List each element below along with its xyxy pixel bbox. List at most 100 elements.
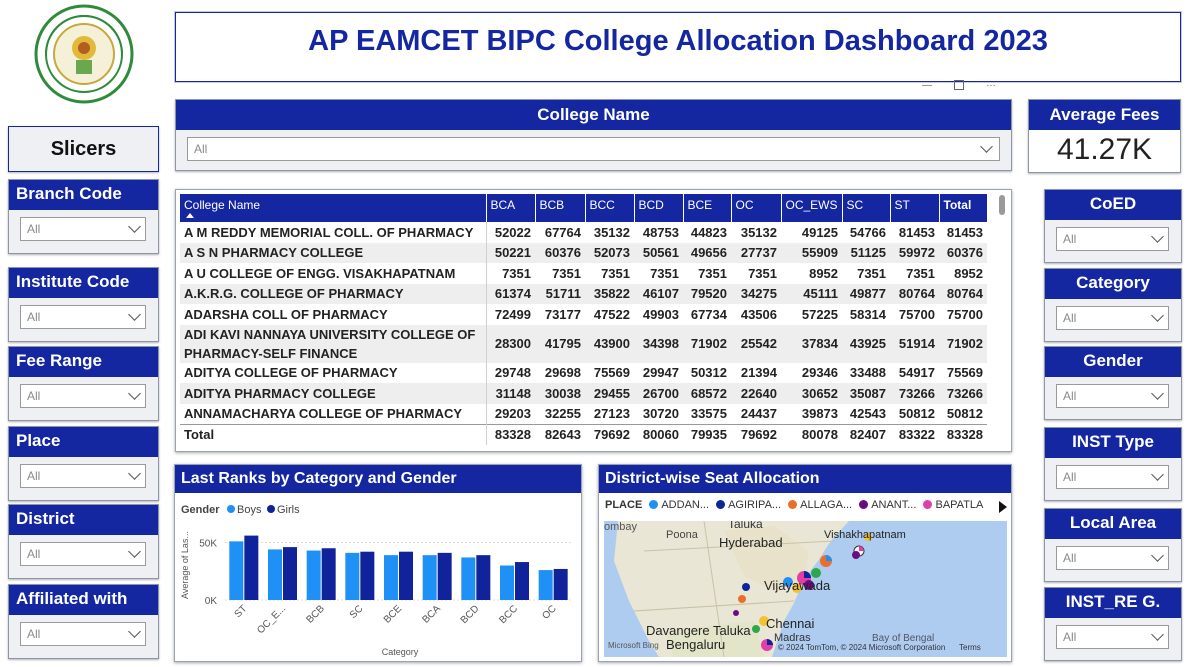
table-row[interactable]: A S N PHARMACY COLLEGE 50221 60376 52073 505…: [180, 242, 988, 263]
x-tick-label: OC_E...: [255, 603, 288, 636]
chevron-down-icon: [128, 220, 141, 233]
rank-cell: 33575: [690, 406, 727, 421]
table-scrollbar[interactable]: [999, 195, 1005, 215]
chevron-down-icon: [128, 545, 141, 558]
column-header-sc[interactable]: SC: [842, 194, 891, 222]
coed-dropdown[interactable]: All: [1056, 227, 1169, 251]
gender-label: Gender: [1045, 347, 1181, 377]
rank-cell: 75569: [593, 365, 630, 381]
rank-cell: 43506: [740, 306, 777, 322]
bar-boys: [422, 555, 437, 600]
inst-reg-dropdown[interactable]: All: [1056, 625, 1169, 649]
focus-mode-icon[interactable]: [954, 80, 964, 90]
local-area-slicer: Local Area All: [1044, 508, 1182, 582]
average-fees-value: 41.27K: [1056, 133, 1153, 166]
rank-cell: 35087: [842, 383, 891, 404]
column-header-bcd[interactable]: BCD: [634, 194, 684, 222]
column-header-st[interactable]: ST: [890, 194, 940, 222]
bar-girls: [360, 551, 375, 600]
rank-cell: 51125: [842, 242, 891, 263]
total-cell: 79935: [683, 423, 731, 445]
institute-code-dropdown[interactable]: All: [20, 305, 146, 329]
table-row[interactable]: A M REDDY MEMORIAL COLL. OF PHARMACY 5202…: [180, 222, 987, 243]
category-dropdown[interactable]: All: [1056, 306, 1169, 330]
chevron-down-icon: [1151, 387, 1164, 400]
table-row[interactable]: A.K.R.G. COLLEGE OF PHARMACY 61374 51711 35…: [180, 283, 988, 304]
rank-cell: 35132: [740, 224, 777, 240]
rank-cell: 49903: [642, 306, 679, 322]
x-tick-label: BCB: [304, 603, 327, 626]
column-header-bca[interactable]: BCA: [486, 194, 536, 222]
map-canvas[interactable]: ombay Taluka Poona Hyderabad Vishakhapat…: [604, 521, 1007, 657]
column-header-oc[interactable]: OC: [731, 194, 782, 222]
x-axis-label: Category: [382, 647, 419, 657]
fee-range-dropdown[interactable]: All: [20, 384, 146, 408]
table-row[interactable]: ADITYA COLLEGE OF PHARMACY 29748 29698 7556…: [180, 362, 987, 383]
rank-cell: 79520: [683, 283, 731, 304]
table-row[interactable]: ADARSHA COLL OF PHARMACY 72499 73177 47522 4…: [180, 304, 987, 325]
rank-cell: 34275: [731, 283, 781, 304]
rank-cell: 25542: [731, 324, 781, 363]
average-fees-label: Average Fees: [1029, 100, 1180, 130]
rank-cell: 58314: [849, 306, 887, 322]
map-attribution: © 2024 TomTom, © 2024 Microsoft Corporat…: [778, 643, 946, 652]
x-tick-label: ST: [233, 603, 250, 620]
filter-icon[interactable]: —: [922, 80, 932, 91]
total-cell: 82407: [842, 423, 891, 445]
column-header-oc-ews[interactable]: OC_EWS: [781, 194, 843, 222]
column-header-college-name[interactable]: College Name: [180, 194, 487, 222]
rank-cell: 43925: [842, 324, 891, 363]
legend-item-place[interactable]: ALLAGA...: [788, 499, 852, 511]
college-name-cell: ADARSHA COLL OF PHARMACY: [180, 304, 487, 325]
legend-item-place[interactable]: ADDAN...: [649, 499, 709, 511]
bar-boys: [461, 557, 476, 600]
branch-code-dropdown[interactable]: All: [20, 217, 146, 241]
table-row[interactable]: ADI KAVI NANNAYA UNIVERSITY COLLEGE OF P…: [180, 324, 988, 363]
inst-type-dropdown[interactable]: All: [1056, 465, 1169, 489]
map-label: Poona: [666, 529, 698, 541]
place-dropdown[interactable]: All: [20, 464, 146, 488]
column-header-bce[interactable]: BCE: [683, 194, 732, 222]
table-row[interactable]: ADITYA PHARMACY COLLEGE 31148 30038 29455 26…: [180, 383, 988, 404]
map-label: Madras: [774, 632, 811, 644]
visual-header-icons[interactable]: — …: [922, 78, 1004, 94]
place-slicer: Place All: [8, 426, 159, 501]
inst-type-label: INST Type: [1045, 428, 1181, 458]
gender-dropdown[interactable]: All: [1056, 384, 1169, 408]
bar-girls: [283, 547, 297, 600]
more-options-icon[interactable]: …: [986, 78, 996, 89]
rank-cell: 80764: [890, 283, 940, 304]
sort-ascending-icon: [186, 213, 194, 218]
chevron-down-icon: [128, 625, 141, 638]
legend-item-place[interactable]: AGIRIPA...: [716, 499, 781, 511]
column-header-bcc[interactable]: BCC: [585, 194, 635, 222]
legend-next-arrow-icon[interactable]: [999, 501, 1007, 513]
affiliated-with-dropdown[interactable]: All: [20, 622, 146, 646]
legend-item-place[interactable]: BAPATLA: [923, 499, 983, 511]
district-seat-map-title: District-wise Seat Allocation: [599, 465, 1011, 493]
bar-boys: [345, 552, 360, 600]
total-cell: 83322: [890, 423, 940, 445]
district-label: District: [9, 505, 158, 535]
legend-item-place[interactable]: ANANT...: [859, 499, 916, 511]
rank-cell: 73177: [544, 306, 581, 322]
rank-cell: 72499: [494, 306, 531, 322]
column-header-total[interactable]: Total: [939, 194, 988, 222]
map-terms-link[interactable]: Terms: [959, 643, 981, 652]
district-dropdown[interactable]: All: [20, 542, 146, 566]
rank-cell: 33488: [849, 365, 887, 381]
college-name-dropdown[interactable]: All: [187, 137, 1000, 161]
y-tick-label: 0K: [205, 596, 218, 607]
rank-cell: 32255: [544, 406, 581, 421]
district-slicer: District All: [8, 504, 159, 579]
table-row[interactable]: A U COLLEGE OF ENGG. VISAKHAPATNAM 7351 73…: [180, 263, 987, 284]
table-row[interactable]: ANNAMACHARYA COLLEGE OF PHARMACY 29203 322…: [180, 403, 987, 424]
rank-cell: 21394: [740, 365, 777, 381]
local-area-dropdown[interactable]: All: [1056, 546, 1169, 570]
rank-cell: 51711: [535, 283, 585, 304]
rank-cell: 29947: [642, 365, 679, 381]
last-ranks-chart-title: Last Ranks by Category and Gender: [175, 465, 581, 493]
district-seat-map-panel: District-wise Seat Allocation PLACE ADDA…: [598, 464, 1012, 662]
column-header-bcb[interactable]: BCB: [535, 194, 586, 222]
pie-marker[interactable]: [733, 533, 872, 651]
